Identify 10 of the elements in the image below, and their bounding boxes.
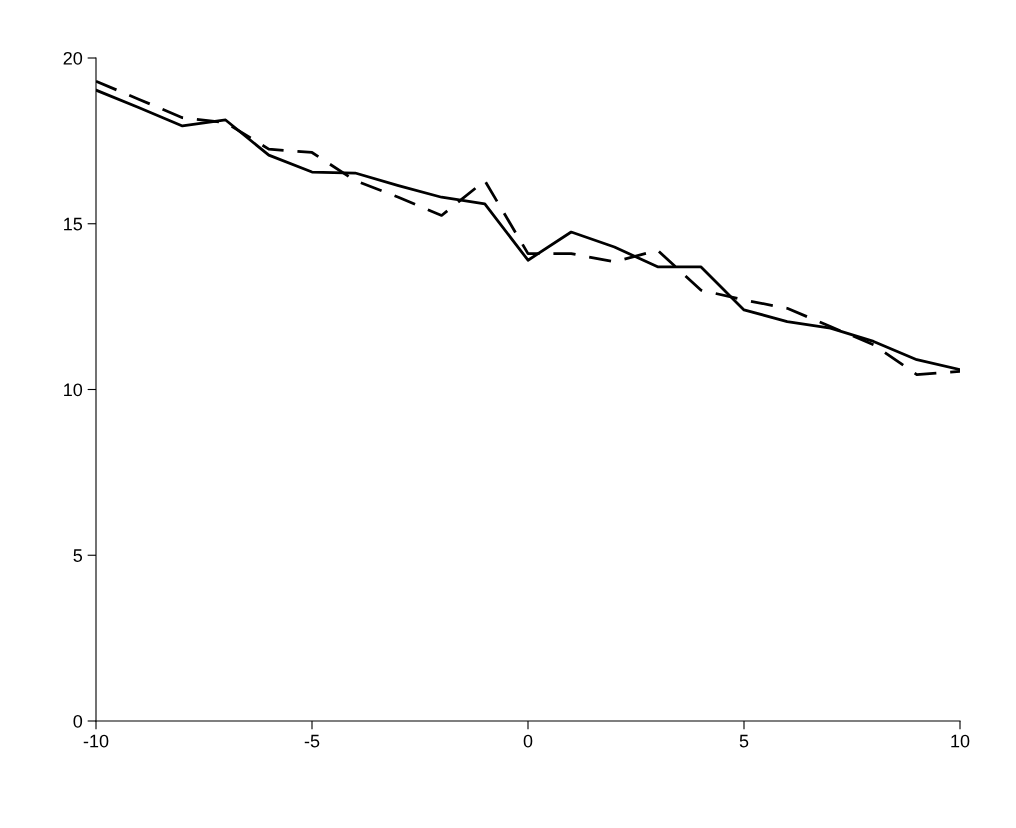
y-tick-label: 5 [73, 549, 83, 562]
y-tick-label: 0 [73, 714, 83, 728]
y-tick-label: 10 [64, 383, 83, 397]
y-tick-label: 15 [64, 217, 83, 231]
x-tick-label: -10 [83, 734, 109, 748]
y-tick-label: 20 [63, 51, 83, 65]
x-tick-label: 10 [951, 734, 970, 748]
x-tick-label: 0 [523, 734, 533, 748]
x-tick-label: -5 [304, 734, 320, 748]
x-tick-label: 5 [739, 734, 749, 748]
